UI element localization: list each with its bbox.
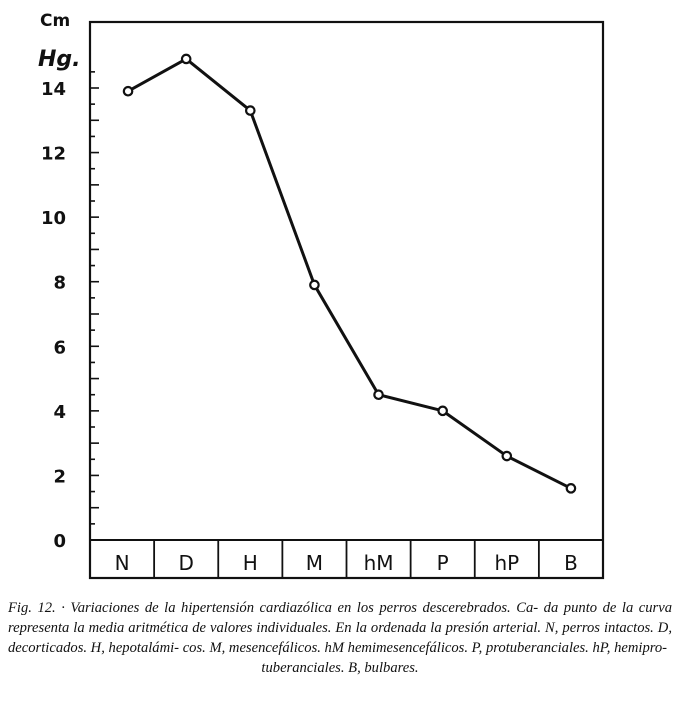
x-category-label: B: [564, 551, 578, 575]
plot-frame: [88, 20, 605, 580]
x-category-label: hM: [364, 551, 394, 575]
y-tick-label: 12: [41, 144, 66, 165]
y-tick-label: 6: [53, 337, 66, 358]
y-tick-label: 10: [41, 208, 66, 229]
caption-line-3: ordenada la presión arterial. N, perros …: [8, 620, 672, 656]
y-tick-label: 0: [53, 531, 66, 552]
data-point: [309, 279, 320, 291]
x-category-label: H: [243, 551, 258, 575]
caption-line-4: cos. M, mesencefálicos. hM hemimesencefá…: [182, 640, 668, 656]
x-category-label: hP: [494, 551, 519, 575]
y-axis-unit-bottom: Hg.: [38, 47, 81, 72]
y-axis-unit-top: Cm: [40, 11, 70, 31]
data-point: [373, 389, 384, 401]
x-category-label: P: [437, 551, 449, 575]
y-tick-label: 14: [41, 79, 66, 100]
caption-line-2: da punto de la curva representa la media…: [8, 600, 672, 636]
caption-line-1: Fig. 12. · Variaciones de la hipertensió…: [8, 600, 539, 616]
x-category-label: N: [115, 551, 130, 575]
caption-line-5: tuberanciales. B, bulbares.: [261, 660, 419, 676]
data-point: [437, 405, 448, 417]
data-point: [245, 105, 256, 116]
x-category-label: D: [178, 551, 193, 575]
data-point: [180, 53, 192, 65]
figure-caption: Fig. 12. · Variaciones de la hipertensió…: [8, 598, 672, 678]
series-line: [127, 57, 572, 490]
y-tick-label: 8: [53, 273, 66, 294]
data-point: [122, 85, 134, 97]
data-point: [501, 450, 513, 462]
y-tick-label: 2: [53, 466, 66, 487]
y-tick-label: 4: [53, 402, 66, 423]
x-category-label: M: [306, 551, 323, 575]
data-point: [565, 483, 577, 494]
